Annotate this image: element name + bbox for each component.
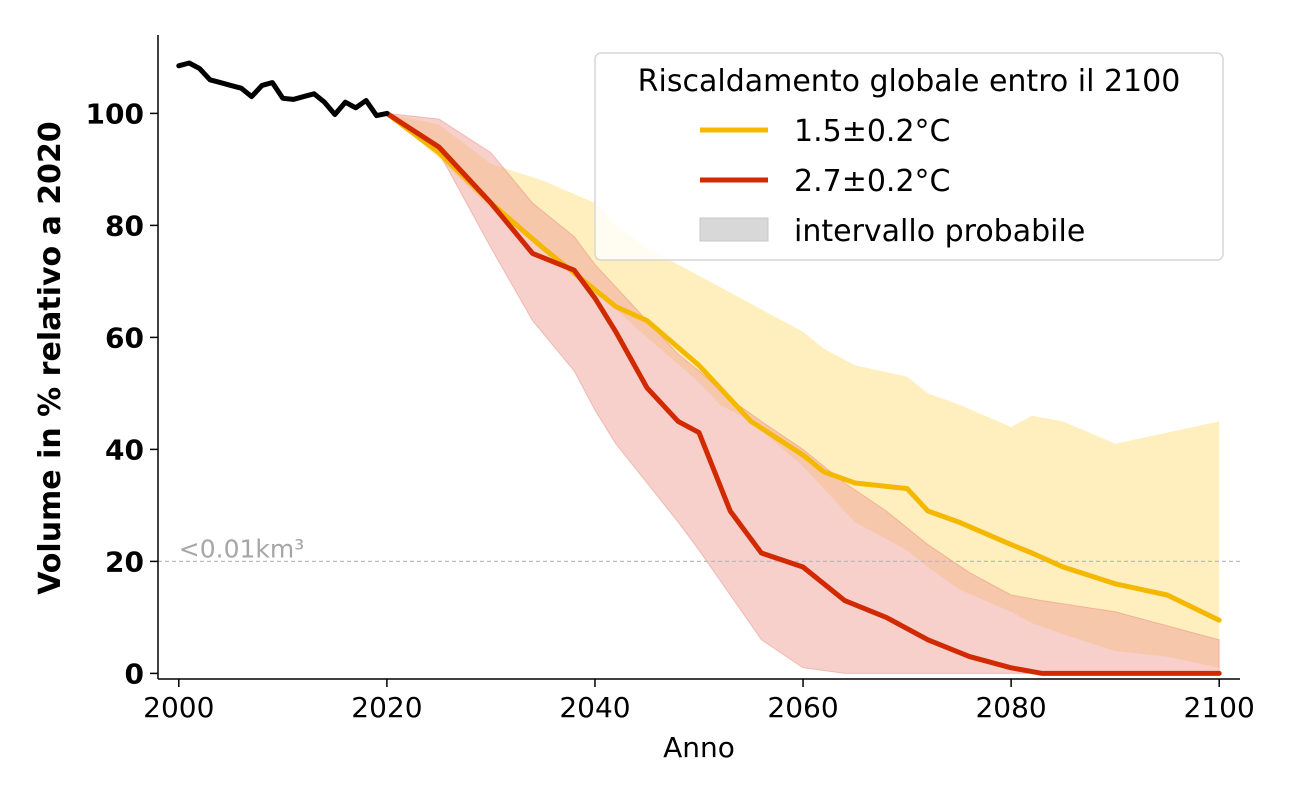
series-line-high — [384, 110, 1222, 676]
x-tick-label: 2060 — [767, 691, 838, 724]
legend-entry-band: intervallo probabile — [794, 214, 1085, 249]
y-axis-ticks: 0 20 40 60 80 100 — [86, 97, 158, 690]
y-tick-label: 40 — [105, 433, 144, 466]
historical-line — [176, 60, 390, 119]
x-tick-label: 2040 — [559, 691, 630, 724]
legend: Riscaldamento globale entro il 2100 1.5±… — [594, 52, 1224, 261]
x-tick-label: 2100 — [1184, 691, 1255, 724]
legend-title: Riscaldamento globale entro il 2100 — [638, 64, 1181, 99]
y-tick-label: 0 — [125, 657, 144, 690]
y-tick-label: 100 — [86, 97, 144, 130]
x-tick-label: 2080 — [975, 691, 1046, 724]
x-tick-label: 2000 — [143, 691, 214, 724]
legend-swatch-band — [699, 217, 769, 242]
legend-box — [594, 52, 1224, 261]
y-tick-label: 60 — [105, 321, 144, 354]
y-tick-label: 20 — [105, 545, 144, 578]
y-axis-label: Volume in % relativo a 2020 — [33, 121, 68, 595]
legend-entry-high: 2.7±0.2°C — [794, 164, 951, 199]
threshold-label: <0.01km³ — [179, 534, 304, 563]
legend-entry-low: 1.5±0.2°C — [794, 114, 951, 149]
y-tick-label: 80 — [105, 209, 144, 242]
x-axis-ticks: 2000 2020 2040 2060 2080 2100 — [143, 679, 1255, 724]
x-axis-label: Anno — [663, 731, 735, 764]
series-lines — [176, 60, 1222, 676]
x-tick-label: 2020 — [351, 691, 422, 724]
